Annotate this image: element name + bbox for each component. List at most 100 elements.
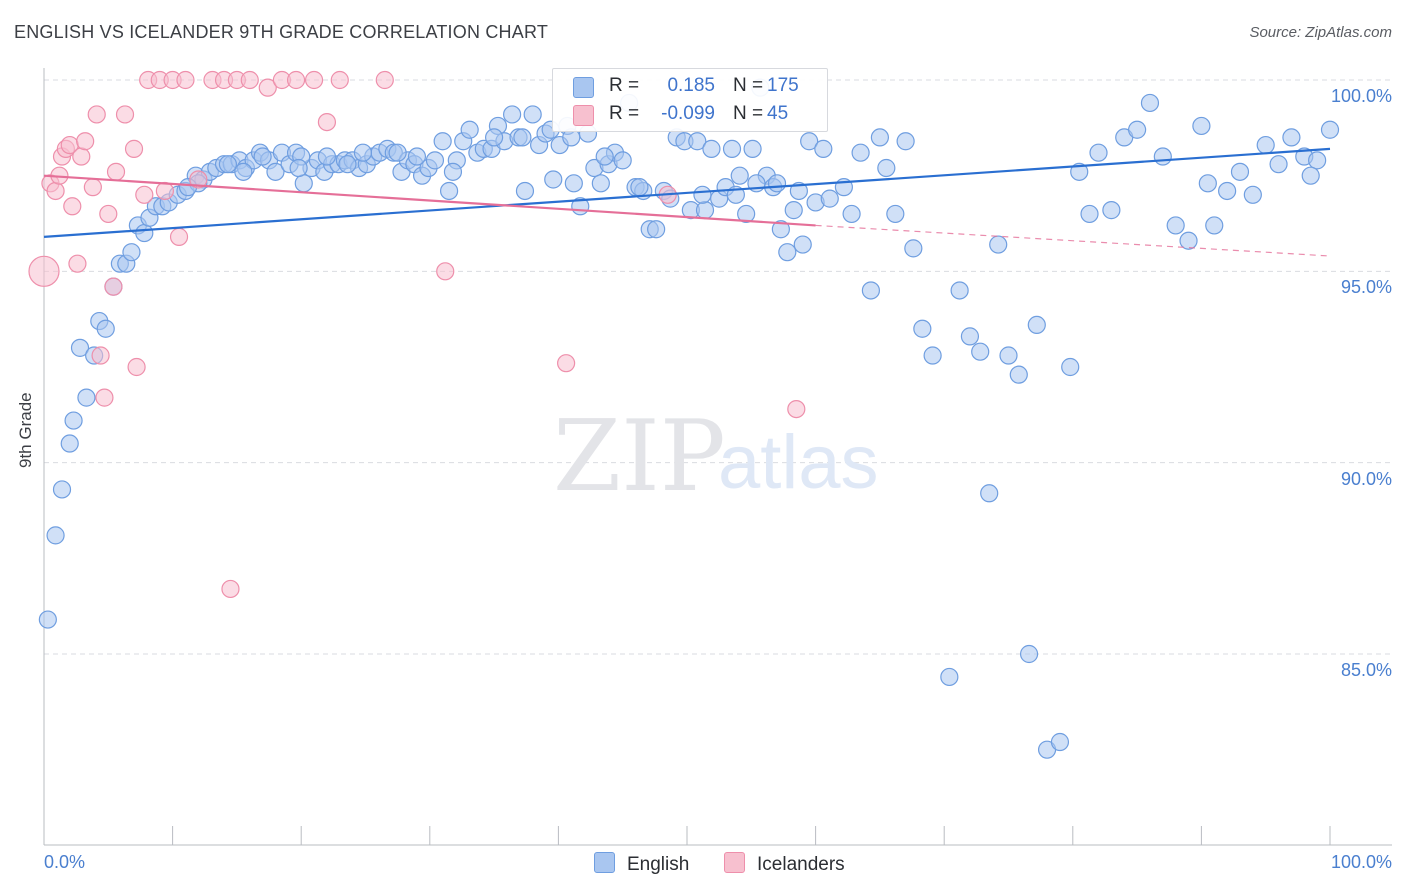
english-point [70,338,90,357]
y-tick-label: 100.0% [1330,86,1392,106]
bottom-legend-english[interactable]: English [594,852,689,876]
english-point [960,327,980,346]
watermark-atlas: atlas [718,420,879,505]
stats-legend: R = 0.185 N = 175 R = -0.099 N = 45 [552,68,828,132]
english-point [1243,185,1262,204]
english-point [722,139,742,158]
legend-r-value: 0.185 [667,75,715,96]
english-point [647,220,666,239]
icelanders-label: Icelanders [757,854,845,875]
bottom-legend-icelanders[interactable]: Icelanders [724,852,845,876]
icelander-point [240,70,259,90]
legend-r-label: R = [609,75,640,96]
icelander-point [106,162,126,181]
icelander-point [95,388,114,407]
legend-n-value: 175 [767,75,799,96]
english-trend-line [43,147,1331,238]
icelander-point [87,105,106,124]
english-point [1019,644,1039,664]
icelanders-swatch [724,852,745,873]
english-point [989,235,1008,254]
english-point [1140,93,1160,113]
english-point [767,174,787,193]
english-point [234,162,253,181]
english-point [353,143,373,162]
english-point [1080,204,1099,224]
english-point [591,174,610,193]
english-point [1230,162,1250,181]
english-point [886,204,905,224]
axes [43,68,1392,846]
english-point [1050,732,1070,752]
icelander-point [787,399,806,419]
english-point [913,319,932,338]
icelander-trend-line [43,174,816,227]
icelander-point [436,262,455,281]
legend-row-icelanders: R = -0.099 N = 45 [553,101,827,129]
english-point [702,139,721,158]
x-tick-label-min: 0.0% [44,852,86,872]
english-point [1166,216,1185,235]
english-point [1070,162,1089,181]
english-point [439,181,459,201]
english-point [523,105,542,124]
x-tick-label-max: 100.0% [1330,852,1392,872]
english-point [1027,315,1046,335]
english-point [425,151,445,170]
icelander-point [115,105,135,124]
english-point [904,239,923,258]
english-point [317,147,337,166]
watermark-zip: ZIP [553,400,726,514]
english-point [793,235,812,254]
english-swatch [594,852,615,873]
english-point [52,480,72,499]
english-point [980,484,999,503]
english-point [460,120,479,139]
english-label: English [627,854,690,875]
icelander-point [317,112,337,132]
icelander-point [63,197,82,216]
english-point [999,346,1018,365]
icelander-point [72,147,91,166]
english-point [1153,147,1172,166]
english-point [1102,201,1121,220]
english-point [122,243,141,262]
english-point [1061,357,1080,377]
english-point [613,151,632,170]
english-point [688,132,707,151]
english-point [443,162,463,181]
icelander-point [258,78,277,97]
english-point [730,166,749,185]
legend-swatch-icelanders [573,105,594,126]
english-point [503,105,522,124]
icelander-point [304,70,324,90]
english-point [595,147,614,166]
icelander-point [557,354,576,373]
icelander-point [99,204,118,224]
icelander-point [46,181,65,201]
icelander-point [155,181,174,201]
english-point [294,174,313,193]
icelander-point [169,227,189,246]
english-point [46,526,65,545]
icelander-point [124,139,144,158]
icelander-point [135,185,154,204]
english-point [693,185,712,204]
icelander-point [189,170,208,189]
english-point [135,223,154,243]
chart-title: ENGLISH VS ICELANDER 9TH GRADE CORRELATI… [14,22,549,42]
english-point [771,220,790,239]
y-tick-label: 90.0% [1340,468,1392,489]
english-point [1282,128,1301,147]
english-point [289,158,308,178]
english-point [784,201,803,220]
icelander-points [28,70,806,599]
english-point [877,158,896,178]
english-point [338,155,357,174]
english-point [1205,216,1224,235]
english-point [38,610,57,629]
english-point [971,342,990,361]
trend-lines [43,147,1331,257]
english-point [800,132,819,151]
english-point [896,132,915,151]
